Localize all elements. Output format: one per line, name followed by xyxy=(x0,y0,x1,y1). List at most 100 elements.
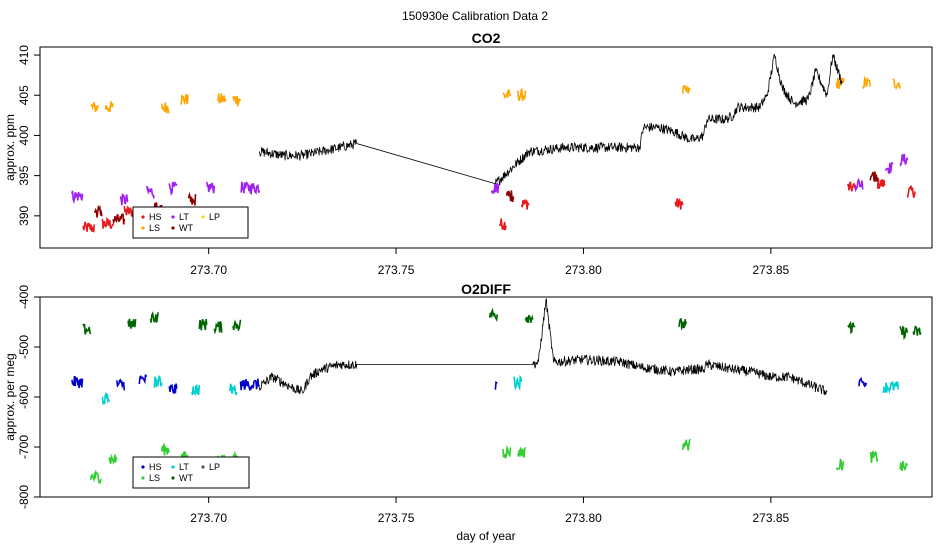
calibration-segment-lt xyxy=(899,153,909,167)
calibration-segment-lt xyxy=(191,384,201,396)
x-tick-label: 273.85 xyxy=(752,511,789,525)
calibration-segment-hs xyxy=(82,221,96,233)
legend-label: HS xyxy=(149,212,162,222)
y-tick-label: -400 xyxy=(17,285,31,309)
legend-marker xyxy=(141,226,145,230)
y-tick-label: 395 xyxy=(17,165,31,185)
y-tick-label: 390 xyxy=(17,206,31,226)
calibration-segment-ls xyxy=(682,85,691,94)
calibration-segment-hs xyxy=(674,198,684,210)
x-tick-label: 273.85 xyxy=(752,263,789,277)
calibration-segment-hs xyxy=(906,185,916,198)
calibration-segment-lt xyxy=(882,381,900,395)
calibration-segment-ls xyxy=(502,89,512,100)
legend-label: LS xyxy=(149,223,160,233)
legend-label: LP xyxy=(209,212,220,222)
x-tick-label: 273.75 xyxy=(378,263,415,277)
calibration-segment-hs xyxy=(858,376,868,388)
co2-panel: CO2 273.70 273.75 273.80 273.85 390 395 400 405 4… xyxy=(3,30,933,277)
legend-label: WT xyxy=(179,473,193,483)
calibration-segment-wt xyxy=(488,307,498,322)
calibration-segment-lt xyxy=(153,374,163,388)
calibration-segment-lt xyxy=(146,185,156,200)
panel-title: O2DIFF xyxy=(461,281,511,297)
calibration-segment-hs xyxy=(168,383,178,395)
calibration-segment-ls xyxy=(232,95,242,108)
y-tick-label: 410 xyxy=(17,45,31,65)
x-tick-label: 273.70 xyxy=(190,511,227,525)
calibration-segment-lt xyxy=(101,391,111,405)
calibration-segment-lt xyxy=(513,374,523,391)
legend-label: WT xyxy=(179,223,193,233)
calibration-segment-wt xyxy=(524,314,534,323)
calibration-segment-hs xyxy=(116,378,126,391)
calibration-segment-ls xyxy=(90,102,99,112)
calibration-segment-ls xyxy=(161,443,171,456)
calibration-segment-wt xyxy=(505,189,515,202)
calibration-segment-hs xyxy=(239,378,261,391)
calibration-segment-wt xyxy=(82,323,92,335)
x-tick-label: 273.80 xyxy=(565,511,602,525)
calibration-segment-lt xyxy=(71,190,84,205)
plot-area xyxy=(71,298,922,484)
calibration-segment-wt xyxy=(678,318,688,331)
y-tick-label: -600 xyxy=(17,385,31,409)
y-tick-label: -500 xyxy=(17,335,31,359)
y-tick-label: 400 xyxy=(17,125,31,145)
calibration-segment-wt xyxy=(198,318,208,331)
calibration-segment-wt xyxy=(232,319,242,332)
y-tick-label: -800 xyxy=(17,485,31,509)
calibration-segment-hs xyxy=(138,374,147,385)
calibration-segment-ls xyxy=(869,450,879,463)
calibration-segment-wt xyxy=(127,318,137,329)
calibration-segment-ls xyxy=(682,438,691,451)
calibration-segment-ls xyxy=(835,458,845,471)
calibration-segment-ls xyxy=(517,87,527,102)
o2diff-panel: O2DIFF 273.70 273.75 273.80 273.85 -800 -700 -6… xyxy=(3,281,933,543)
legend-label: LS xyxy=(149,473,160,483)
calibration-segment-hs xyxy=(498,218,507,232)
calibration-segment-ls xyxy=(892,78,901,90)
y-axis-label: approx. ppm xyxy=(3,114,17,181)
legend-marker xyxy=(201,215,205,219)
calibration-segment-ls xyxy=(108,453,118,465)
calibration-segment-lt xyxy=(168,181,178,197)
legend-marker xyxy=(171,226,175,230)
calibration-segment-wt xyxy=(187,191,197,206)
calibration-segment-wt xyxy=(847,320,856,335)
calibration-segment-lt xyxy=(228,383,238,396)
x-axis-label: day of year xyxy=(456,529,515,543)
y-axis-label: approx. per meg xyxy=(3,353,17,440)
calibration-segment-lt xyxy=(884,162,894,175)
calibration-segment-ls xyxy=(862,75,871,90)
calibration-segment-lt xyxy=(206,181,216,194)
calibration-segment-wt xyxy=(93,204,103,218)
calibration-segment-lt xyxy=(854,177,864,193)
calibration-segment-ls xyxy=(502,445,512,460)
calibration-segment-ls xyxy=(217,93,227,104)
calibration-segment-hs xyxy=(520,199,530,210)
calibration-segment-wt xyxy=(869,171,879,182)
x-tick-label: 273.70 xyxy=(190,263,227,277)
calibration-segment-lt xyxy=(240,181,261,195)
legend-marker xyxy=(141,215,145,219)
x-tick-label: 273.80 xyxy=(565,263,602,277)
legend-label: HS xyxy=(149,462,162,472)
legend-marker xyxy=(141,476,145,480)
calibration-segment-ls xyxy=(180,93,189,106)
legend-label: LT xyxy=(179,212,189,222)
plot-area xyxy=(71,53,916,233)
legend-marker xyxy=(171,476,175,480)
calibration-segment-hs xyxy=(101,217,114,229)
legend-label: LP xyxy=(209,462,220,472)
calibration-segment-hs xyxy=(846,181,856,192)
plot-frame xyxy=(39,46,933,249)
calibration-segment-ls xyxy=(517,446,527,458)
panel-title: CO2 xyxy=(472,30,501,46)
y-tick-label: -700 xyxy=(17,435,31,459)
legend-marker xyxy=(141,465,145,469)
calibration-segment-hs xyxy=(876,178,886,189)
